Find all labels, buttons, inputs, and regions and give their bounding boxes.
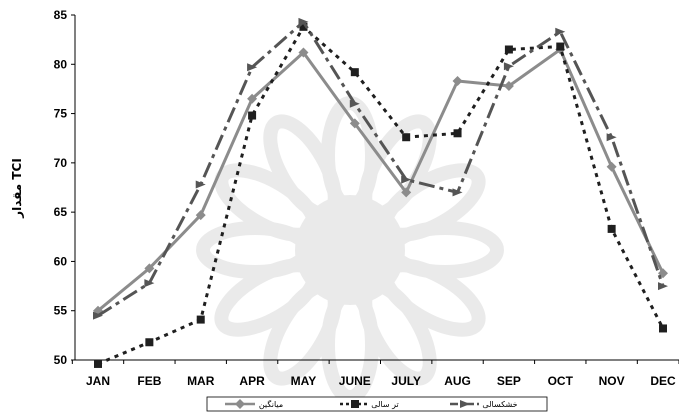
y-tick-label: 80 xyxy=(54,57,68,71)
watermark-petal xyxy=(214,258,322,337)
x-tick-label: JULY xyxy=(391,374,421,388)
data-point xyxy=(503,80,514,91)
data-point xyxy=(195,210,206,221)
watermark-petal xyxy=(378,258,486,337)
data-point xyxy=(504,45,513,54)
data-point xyxy=(452,76,463,87)
data-point xyxy=(555,27,566,36)
watermark-petal xyxy=(386,221,504,279)
data-point xyxy=(659,324,667,333)
watermark-petal xyxy=(263,278,342,386)
legend-marker xyxy=(460,400,470,408)
y-axis-ticks: 50 55 60 65 70 75 80 85 xyxy=(54,8,75,367)
x-tick-label: DEC xyxy=(650,374,676,388)
data-point xyxy=(196,315,205,324)
x-axis-ticks: JAN FEB MAR APR MAY JUNE JULY AUG SEP OCT NOV DEC xyxy=(71,360,679,388)
legend-marker xyxy=(351,400,359,408)
data-point xyxy=(349,99,360,108)
x-tick-label: APR xyxy=(239,374,265,388)
y-tick-label: 55 xyxy=(54,304,68,318)
legend-box xyxy=(206,396,548,412)
data-point xyxy=(453,129,462,138)
data-point xyxy=(402,133,411,142)
data-point xyxy=(247,93,258,104)
legend-label: خشکسالی xyxy=(482,400,517,409)
data-point xyxy=(145,338,154,347)
y-tick-label: 50 xyxy=(54,353,68,367)
data-point xyxy=(658,282,668,291)
legend-marker xyxy=(235,399,245,409)
x-tick-label: OCT xyxy=(548,374,574,388)
watermark-center xyxy=(295,195,405,305)
data-point xyxy=(144,279,155,288)
data-point xyxy=(298,17,309,26)
watermark-petal xyxy=(196,221,314,279)
series-2 xyxy=(94,22,667,368)
series-3 xyxy=(93,17,668,320)
watermark-petal xyxy=(358,278,437,386)
series-line xyxy=(97,20,665,317)
legend-label: تر سالی xyxy=(371,400,398,409)
y-tick-label: 60 xyxy=(54,254,68,268)
data-point xyxy=(350,68,359,77)
data-point xyxy=(606,133,617,142)
watermark-emblem xyxy=(196,96,504,404)
data-point xyxy=(607,224,616,233)
series-line xyxy=(97,48,665,312)
data-point xyxy=(144,263,155,274)
data-point xyxy=(503,62,514,71)
data-point xyxy=(94,359,102,368)
x-tick-label: MAR xyxy=(187,374,215,388)
x-tick-label: JUNE xyxy=(339,374,371,388)
data-point xyxy=(452,188,463,197)
x-tick-label: FEB xyxy=(137,374,161,388)
y-tick-label: 85 xyxy=(54,8,68,22)
data-point xyxy=(247,63,258,72)
x-tick-label: AUG xyxy=(444,374,471,388)
data-point xyxy=(248,111,257,120)
data-point xyxy=(298,47,309,58)
series-line xyxy=(97,25,665,366)
y-tick-label: 65 xyxy=(54,205,68,219)
watermark-petal xyxy=(214,163,322,242)
watermark-petal xyxy=(263,114,342,222)
legend-label: میانگین xyxy=(259,399,283,409)
data-point xyxy=(93,311,103,320)
data-point xyxy=(401,175,412,184)
legend: میانگین تر سالی خشکسالی xyxy=(206,396,548,412)
x-tick-label: NOV xyxy=(599,374,625,388)
data-point xyxy=(195,180,206,189)
x-tick-label: MAY xyxy=(291,374,317,388)
y-tick-label: 70 xyxy=(54,156,68,170)
y-tick-label: 75 xyxy=(54,107,68,121)
data-point xyxy=(606,161,617,172)
data-point xyxy=(401,187,412,198)
x-tick-label: SEP xyxy=(497,374,521,388)
series-lines xyxy=(93,17,668,368)
data-point xyxy=(299,22,308,31)
x-tick-label: JAN xyxy=(86,374,110,388)
data-point xyxy=(556,42,565,51)
y-axis-label: مقدار TCI xyxy=(10,158,24,219)
data-point xyxy=(349,118,360,129)
